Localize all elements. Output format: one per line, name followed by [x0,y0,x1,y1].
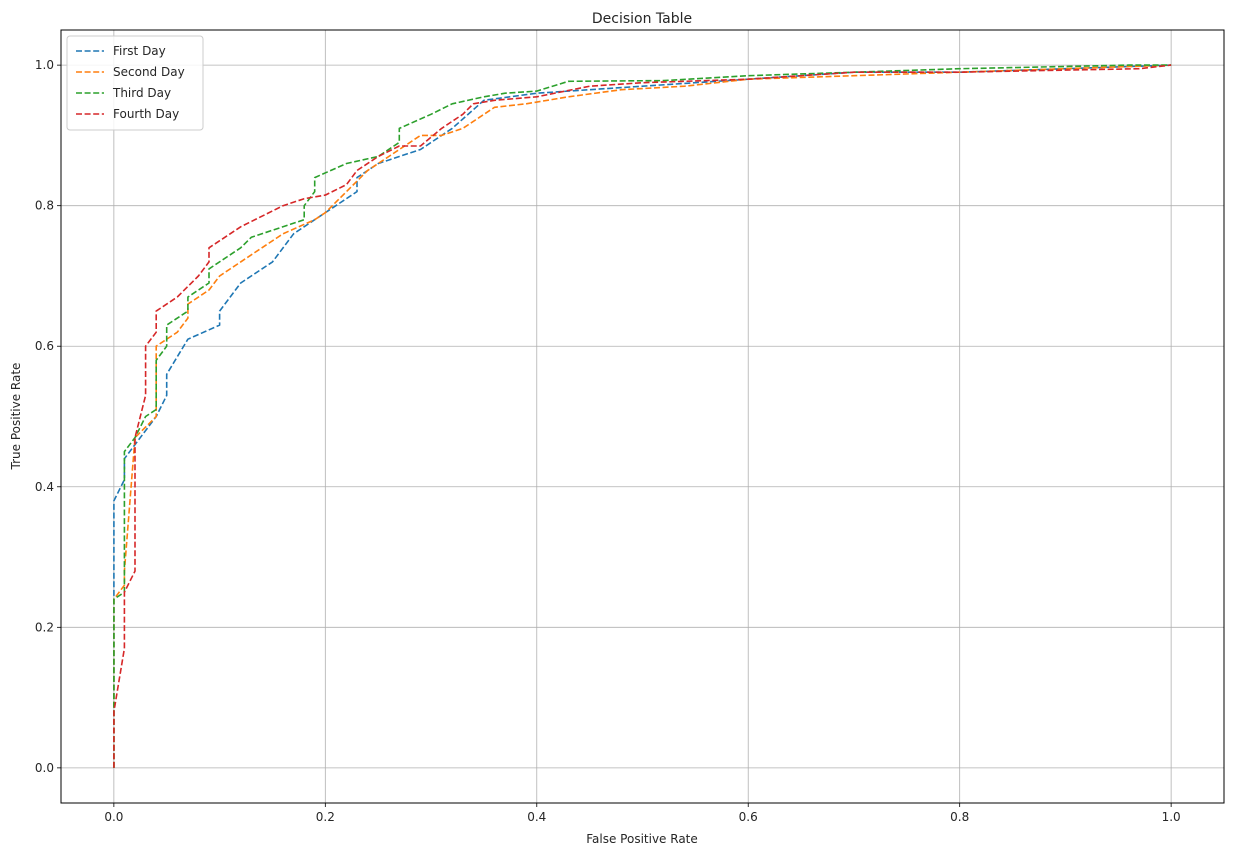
y-tick-label: 0.8 [35,199,54,213]
legend-label: Second Day [113,65,185,79]
y-axis-label: True Positive Rate [9,363,23,471]
legend: First Day Second Day Third Day Fourth Day [66,35,204,131]
x-tick-label: 0.4 [527,810,546,824]
x-tick-label: 0.0 [104,810,123,824]
x-tick-label: 1.0 [1162,810,1181,824]
y-tick-label: 0.4 [35,480,54,494]
legend-label: Fourth Day [113,107,179,121]
y-tick-label: 0.2 [35,620,54,634]
chart-title: Decision Table [592,11,692,27]
plot-area-frame [60,29,1225,804]
x-axis-label: False Positive Rate [586,832,698,846]
y-tick-label: 1.0 [35,58,54,72]
x-tick-label: 0.8 [950,810,969,824]
legend-box [66,35,204,131]
x-tick-label: 0.2 [316,810,335,824]
y-axis-ticks: 0.0 0.2 0.4 0.6 0.8 1.0 [35,58,61,775]
x-axis-ticks: 0.0 0.2 0.4 0.6 0.8 1.0 [104,803,1181,824]
series-line-third-day [113,64,1172,768]
y-tick-label: 0.6 [35,339,54,353]
x-tick-label: 0.6 [739,810,758,824]
y-tick-label: 0.0 [35,761,54,775]
legend-label: First Day [113,44,166,58]
grid [61,30,1224,803]
series-lines [113,64,1172,768]
series-line-fourth-day [113,64,1172,768]
legend-label: Third Day [112,86,171,100]
